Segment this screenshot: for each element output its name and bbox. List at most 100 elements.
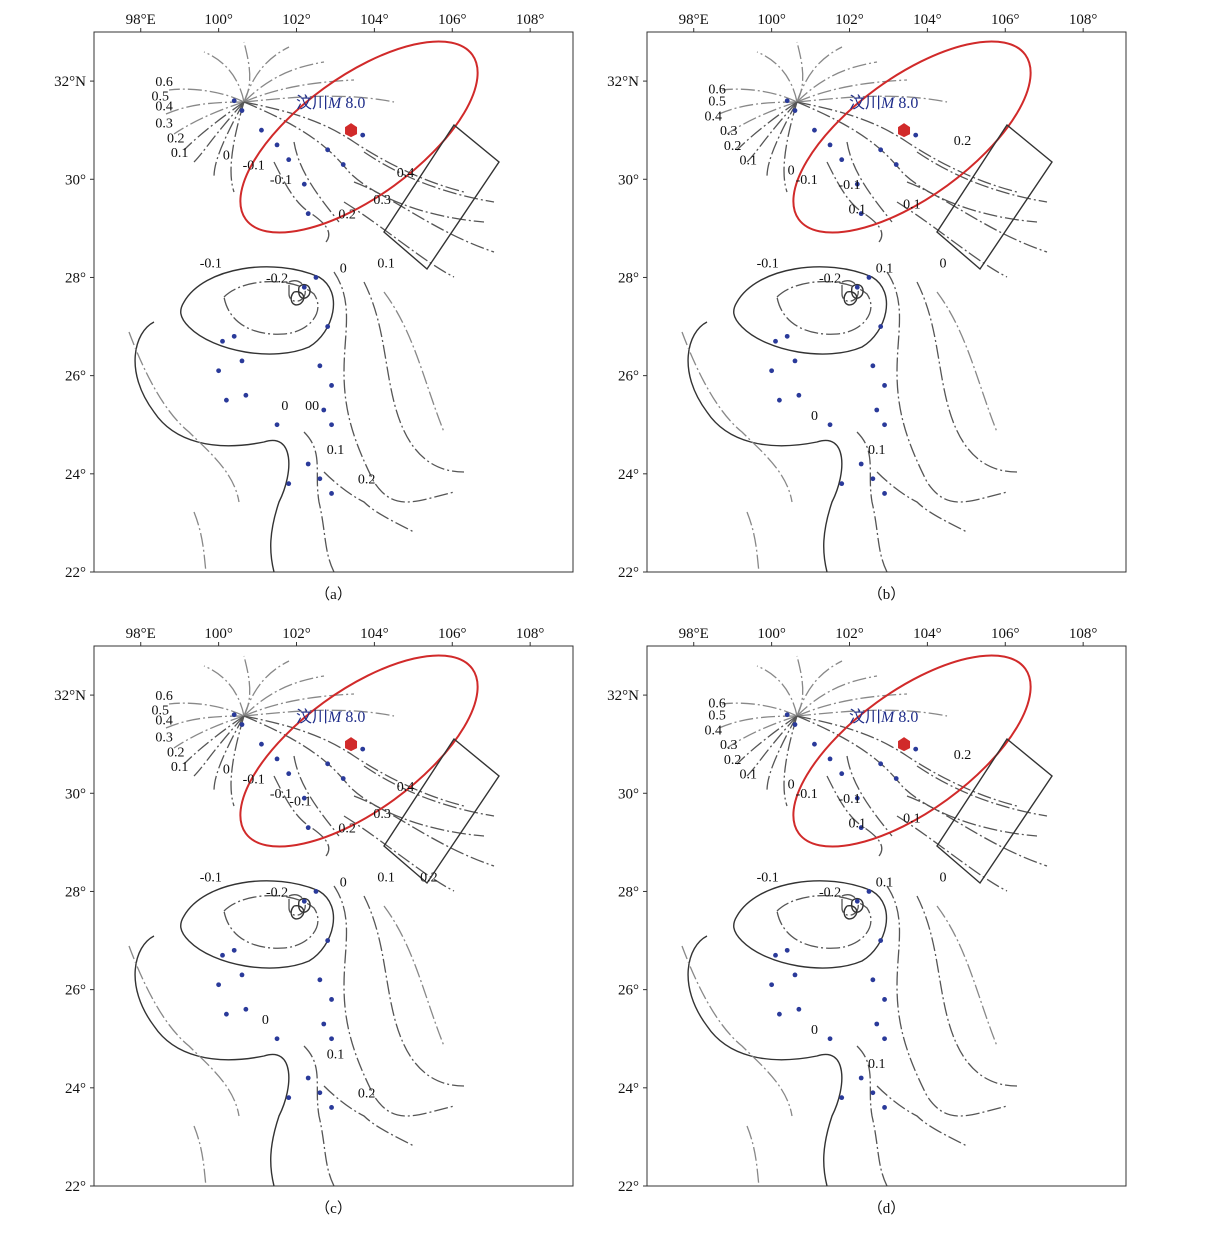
contour-label: -0.1 [757,871,779,886]
earthquake-label: 汶川M 8.0 [849,94,918,112]
y-tick-label: 24° [618,1081,639,1097]
station-marker [773,338,778,344]
contour-label: 0.5 [708,709,726,724]
station-marker [317,977,323,983]
contour-label: 0.1 [903,198,921,213]
station-marker [854,181,860,187]
x-tick-label: 108° [1069,12,1098,28]
earthquake-label: 汶川M 8.0 [296,708,365,726]
station-marker [317,1090,323,1096]
x-tick-label: 102° [282,626,311,642]
contour-label: 0.1 [740,154,758,169]
x-tick-label: 108° [516,12,545,28]
y-tick-label: 32°N [607,688,639,704]
station-marker [792,358,798,364]
station-marker [305,211,311,217]
y-tick-label: 28° [618,884,639,900]
y-tick-label: 24° [618,467,639,483]
y-tick-label: 22° [618,565,639,581]
epicenter-marker [898,737,911,752]
station-marker [874,1021,880,1027]
station-marker [325,938,331,943]
station-marker [858,1075,864,1081]
contour-label: 0.1 [903,812,921,827]
x-tick-label: 102° [835,626,864,642]
station-marker [329,383,334,388]
contour-label: 0.3 [720,124,738,139]
contour-label: 0 [788,777,795,792]
station-marker [792,722,798,727]
station-marker [305,825,311,831]
contour-label: 0.4 [704,109,722,124]
y-tick-label: 28° [65,884,86,900]
station-marker [259,741,264,747]
contour-label: 0.4 [397,780,415,795]
station-marker [839,157,845,163]
station-marker [274,142,280,148]
station-marker [827,422,833,428]
contour-label: 0.5 [708,95,726,110]
contour-label: 0 [939,871,946,886]
y-tick-label: 26° [65,369,86,385]
station-marker [777,397,782,403]
contour-label: 0.2 [358,1087,376,1102]
x-tick-label: 98°E [679,12,709,28]
station-marker [340,776,346,781]
station-marker [325,324,331,329]
contour-label: 0.2 [167,131,185,146]
contour-label: 0.6 [155,689,173,704]
station-marker [882,1036,887,1042]
contour-label: 0.1 [876,262,894,277]
contour-label: -0.1 [270,173,292,188]
station-marker [858,211,864,217]
map-panel-2: 98°E 100° 102° 104° 106° 108° 32°N 30° 28° 26° 24°… [54,620,573,1217]
contour-label: 0.3 [155,117,173,132]
contour-label: 0.4 [155,714,173,729]
station-marker [243,1006,249,1012]
contour-label: 0.1 [327,1047,345,1062]
station-marker [317,476,323,482]
station-marker [796,1006,802,1012]
station-marker [792,108,798,113]
contour-label: 0.2 [724,753,742,768]
x-tick-label: 106° [991,626,1020,642]
contour-label: 0.2 [954,134,972,149]
x-tick-label: 100° [204,626,233,642]
station-marker [870,476,876,482]
station-marker [854,795,860,801]
station-marker [259,127,264,133]
epicenter-marker [345,123,358,138]
panel-caption: （b） [868,586,906,603]
contour-label: 0.3 [720,738,738,753]
x-tick-label: 100° [757,12,786,28]
panels-root: 98°E 100° 102° 104° 106° 108° 32°N 30° 28° 26° 24°… [54,6,1126,1217]
station-marker [913,132,919,138]
station-marker [796,392,802,398]
station-marker [274,422,280,428]
contour-label: 0.2 [338,822,356,837]
contour-label: 0.1 [868,1057,886,1072]
contour-label: 0 [788,163,795,178]
contour-label: 0.1 [377,257,395,272]
earthquake-label: 汶川M 8.0 [296,94,365,112]
station-marker [220,952,225,958]
contour-label: 0.1 [868,443,886,458]
x-tick-label: 104° [360,626,389,642]
station-marker [224,397,229,403]
station-marker [340,162,346,167]
contour-label: 0.2 [724,139,742,154]
contour-label: -0.2 [266,885,288,900]
station-marker [286,771,292,777]
y-tick-label: 26° [65,983,86,999]
station-marker [784,98,790,104]
station-marker [301,795,307,801]
station-marker [329,997,334,1002]
contour-label: 0.6 [708,82,726,97]
contour-label: 0.2 [420,871,438,886]
station-marker [274,756,280,762]
station-marker [882,997,887,1002]
epicenter-marker [898,123,911,138]
contour-label: -0.1 [838,792,860,807]
contour-label: 0 [340,262,347,277]
contour-label: 0.2 [167,745,185,760]
